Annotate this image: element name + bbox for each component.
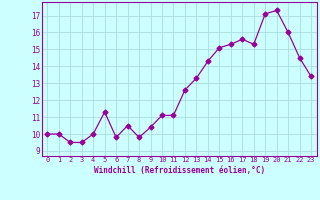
X-axis label: Windchill (Refroidissement éolien,°C): Windchill (Refroidissement éolien,°C) [94,166,265,175]
